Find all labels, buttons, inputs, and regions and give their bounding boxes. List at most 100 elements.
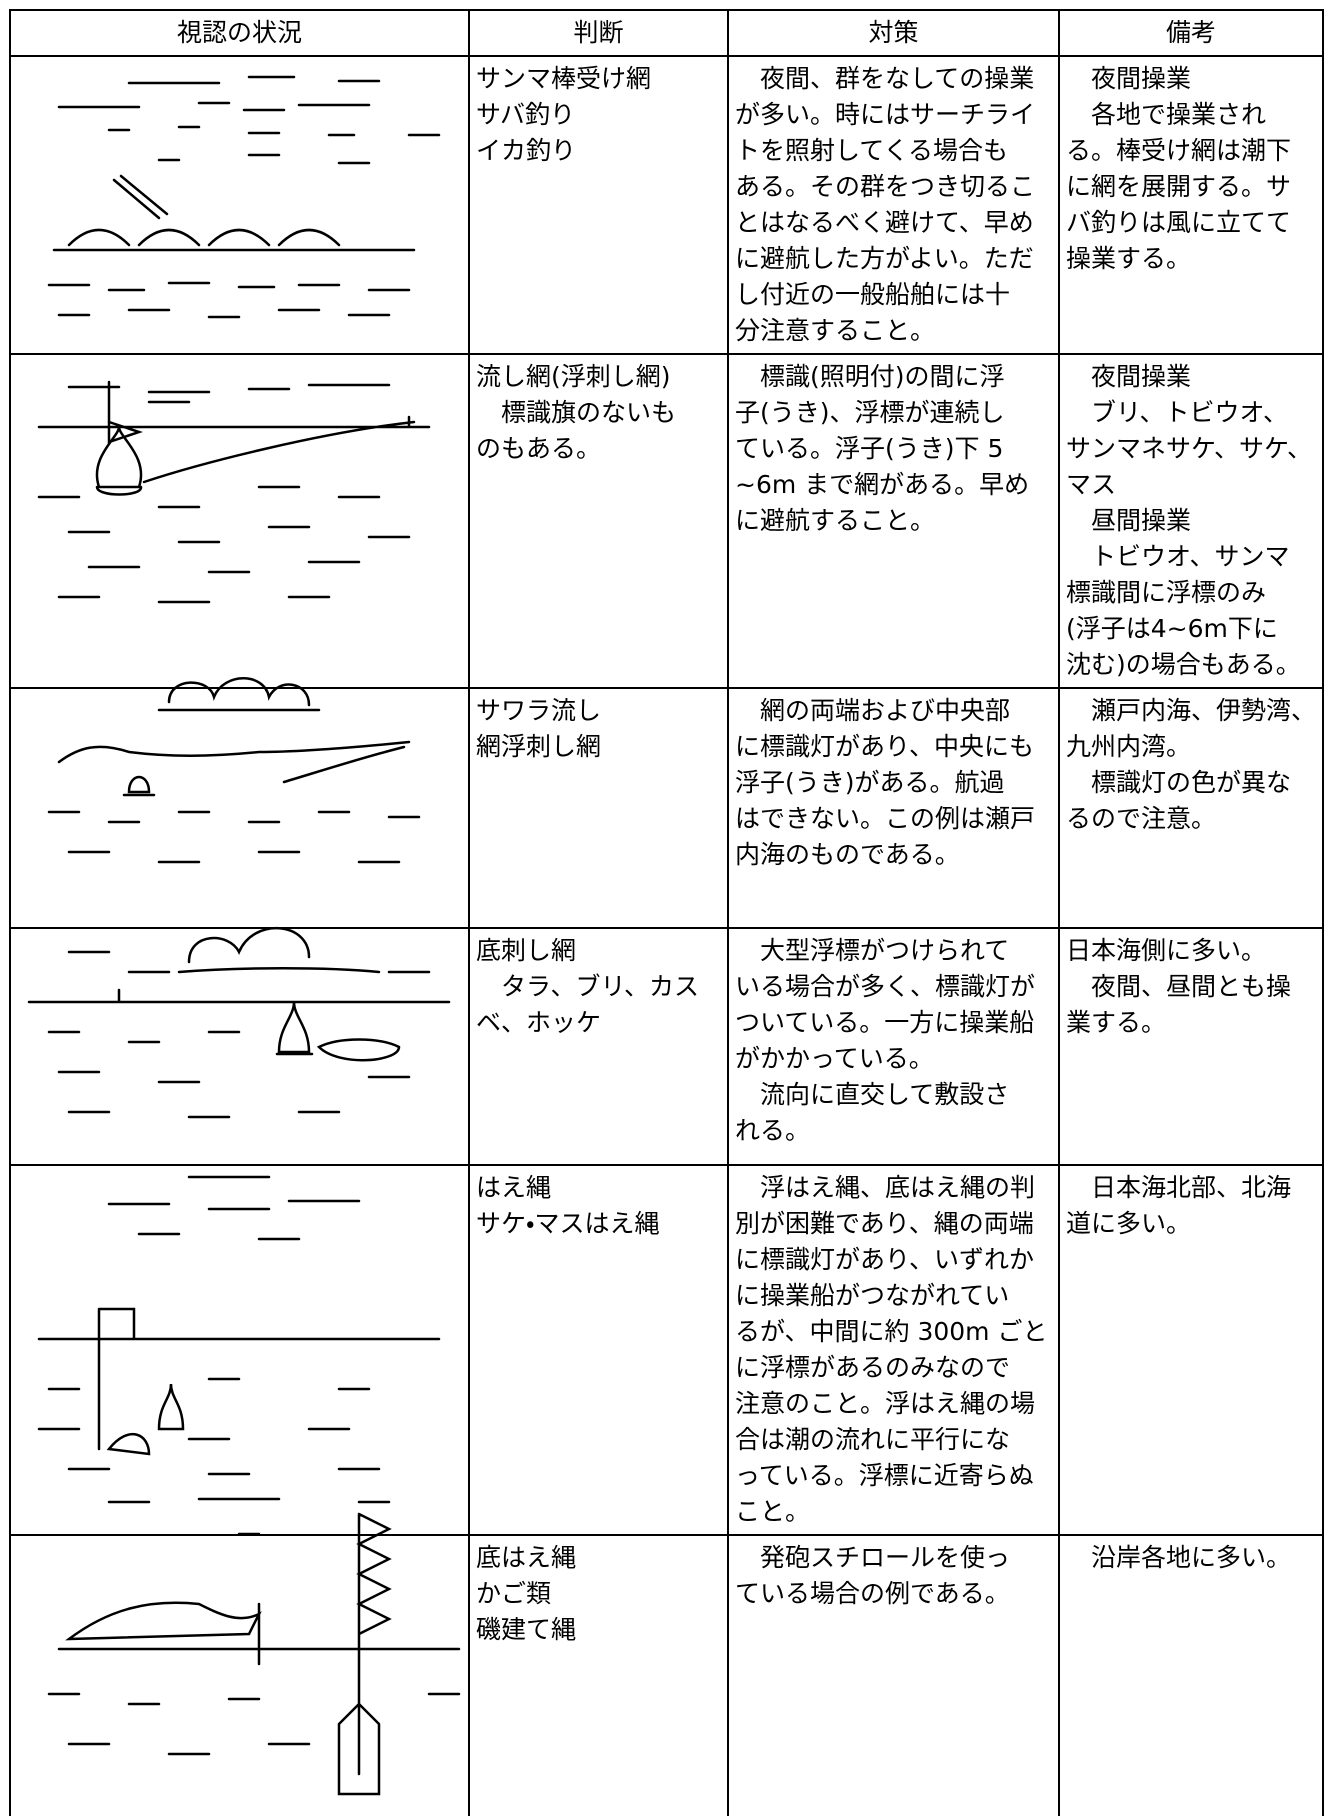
measures-cell: 発砲スチロールを使っ ている場合の例である。	[727, 1534, 1060, 1816]
measures-line: 内海のものである。	[735, 840, 960, 869]
measures-line: 子(うき)、浮標が連続し	[735, 398, 1005, 427]
measures-line: 合は潮の流れに平行にな	[735, 1425, 1011, 1454]
notes-line: る。棒受け網は潮下	[1066, 136, 1292, 165]
judgment-line: イカ釣り	[476, 136, 577, 165]
notes-cell: 沿岸各地に多い。	[1058, 1534, 1324, 1816]
measures-line: 網の両端および中央部	[735, 696, 1011, 725]
header-cell: 対策	[727, 9, 1060, 57]
sketch-cell	[9, 927, 470, 1166]
notes-line: に網を展開する。サ	[1066, 172, 1292, 201]
measures-line: 浮はえ縄、底はえ縄の判	[735, 1173, 1036, 1202]
measures-line: に操業船がつながれてい	[735, 1281, 1010, 1310]
judgment-cell: はえ縄サケ・マスはえ縄	[468, 1164, 729, 1536]
notes-line: 瀬戸内海、伊勢湾、	[1066, 696, 1317, 725]
notes-line: ブリ、トビウオ、	[1066, 398, 1289, 427]
measures-cell: 夜間、群をなしての操業 が多い。時にはサーチライ トを照射してくる場合も ある。その群…	[727, 55, 1060, 355]
notes-line: 標識灯の色が異な	[1066, 768, 1292, 797]
notes-line: るので注意。	[1066, 804, 1217, 833]
sketch-cell	[9, 55, 470, 355]
notes-line: 夜間操業	[1066, 64, 1192, 93]
measures-line: はできない。この例は瀬戸	[735, 804, 1036, 833]
notes-line: トビウオ、サンマ	[1066, 542, 1290, 571]
judgment-line: サンマ棒受け網	[476, 64, 652, 93]
judgment-cell: 底はえ縄かご類磯建て縄	[468, 1534, 729, 1816]
table-row: サワラ流し網浮刺し網 網の両端および中央部 に標識灯があり、中央にも 浮子(うき)が…	[9, 687, 1324, 929]
measures-line: 夜間、群をなしての操業	[735, 64, 1035, 93]
notes-line: 各地で操業され	[1066, 100, 1267, 129]
header-cell: 視認の状況	[9, 9, 470, 57]
measures-line: ている。浮子(うき)下 5	[735, 434, 1004, 463]
measures-line: るが、中間に約 300m ごと	[735, 1317, 1048, 1346]
measures-line: 流向に直交して敷設さ	[735, 1080, 1010, 1109]
measures-line: し付近の一般船舶には十	[735, 280, 1011, 309]
judgment-line: 標識旗のないも	[476, 398, 677, 427]
measures-line: に避航すること。	[735, 506, 936, 535]
notes-cell: 日本海側に多い。 夜間、昼間とも操 業する。	[1058, 927, 1324, 1166]
measures-line: ある。その群をつき切るこ	[735, 172, 1036, 201]
notes-line: 業する。	[1066, 1008, 1167, 1037]
notes-line: 九州内湾。	[1066, 732, 1192, 761]
notes-line: 夜間、昼間とも操	[1066, 972, 1292, 1001]
measures-line: 発砲スチロールを使っ	[735, 1543, 1011, 1572]
measures-line: 標識(照明付)の間に浮	[735, 362, 1005, 391]
measures-line: 別が困難であり、縄の両端	[735, 1209, 1034, 1238]
judgment-line: ベ、ホッケ	[476, 1008, 602, 1037]
notes-line: 沿岸各地に多い。	[1066, 1543, 1292, 1572]
judgment-line: のもある。	[476, 434, 602, 463]
notes-line: 沈む)の場合もある。	[1066, 650, 1301, 679]
measures-line: が多い。時にはサーチライ	[735, 100, 1036, 129]
judgment-cell: サワラ流し網浮刺し網	[468, 687, 729, 929]
measures-cell: 浮はえ縄、底はえ縄の判 別が困難であり、縄の両端 に標識灯があり、いずれか に操業船が…	[727, 1164, 1060, 1536]
table-row: 底はえ縄かご類磯建て縄 発砲スチロールを使っ ている場合の例である。 沿岸各地に多…	[9, 1534, 1324, 1816]
measures-line: に避航した方がよい。ただ	[735, 244, 1034, 273]
notes-line: 昼間操業	[1066, 506, 1192, 535]
judgment-line: かご類	[476, 1579, 552, 1608]
measures-line: に浮標があるのみなので	[735, 1353, 1011, 1382]
measures-line: いる場合が多く、標識灯が	[735, 972, 1036, 1001]
judgment-line: 底はえ縄	[476, 1543, 577, 1572]
sketch-cell	[9, 687, 470, 929]
header-cell: 判断	[468, 9, 729, 57]
table-row: 底刺し網 タラ、ブリ、カス ベ、ホッケ 大型浮標がつけられて いる場合が多く、標識灯…	[9, 927, 1324, 1166]
measures-line: トを照射してくる場合も	[735, 136, 1009, 165]
table-row: 流し網(浮刺し網) 標識旗のないも のもある。 標識(照明付)の間に浮 子(うき)、…	[9, 353, 1324, 689]
measures-line: がかかっている。	[735, 1044, 934, 1073]
measures-line: ついている。一方に操業船	[735, 1008, 1035, 1037]
measures-line: 浮子(うき)がある。航過	[735, 768, 1005, 797]
measures-cell: 網の両端および中央部 に標識灯があり、中央にも 浮子(うき)がある。航過はできない。…	[727, 687, 1060, 929]
measures-cell: 標識(照明付)の間に浮 子(うき)、浮標が連続し ている。浮子(うき)下 5 ~6m …	[727, 353, 1060, 689]
measures-line: ている場合の例である。	[735, 1579, 1010, 1608]
notes-line: 日本海側に多い。	[1066, 936, 1267, 965]
judgment-line: はえ縄	[476, 1173, 552, 1202]
judgment-line: サバ釣り	[476, 100, 576, 129]
measures-line: 大型浮標がつけられて	[735, 936, 1010, 965]
judgment-line: サケ・マスはえ縄	[476, 1209, 660, 1238]
measures-line: に標識灯があり、いずれか	[735, 1245, 1035, 1274]
judgment-line: 磯建て縄	[476, 1615, 577, 1644]
measures-line: ~6m まで網がある。早め	[735, 470, 1030, 499]
notes-line: 夜間操業	[1066, 362, 1192, 391]
fishing-gear-table: 視認の状況 判断 対策 備考 サンマ棒受け網 サバ釣り イカ釣り 夜間、群をなしての操業が…	[9, 9, 1324, 1816]
notes-cell: 夜間操業 ブリ、トビウオ、 サンマネサケ、サケ、 マス 昼間操業 トビウオ、サンマ標…	[1058, 353, 1324, 689]
measures-cell: 大型浮標がつけられて いる場合が多く、標識灯が ついている。一方に操業船 がかかってい…	[727, 927, 1060, 1166]
table-row: サンマ棒受け網 サバ釣りイカ釣り 夜間、群をなしての操業 が多い。時にはサーチライト…	[9, 55, 1324, 355]
notes-line: マス	[1066, 470, 1117, 499]
notes-line: バ釣りは風に立てて	[1066, 208, 1292, 237]
notes-line: 標識間に浮標のみ	[1066, 578, 1267, 607]
notes-line: (浮子は4~6m下に	[1066, 614, 1278, 643]
notes-cell: 瀬戸内海、伊勢湾、 九州内湾。 標識灯の色が異な るので注意。	[1058, 687, 1324, 929]
notes-cell: 夜間操業 各地で操業され る。棒受け網は潮下 に網を展開する。サ バ釣りは風に立てて操…	[1058, 55, 1324, 355]
judgment-line: サワラ流し	[476, 696, 602, 725]
measures-line: 注意のこと。浮はえ縄の場	[735, 1389, 1036, 1418]
measures-line: に標識灯があり、中央にも	[735, 732, 1035, 761]
judgment-cell: 流し網(浮刺し網) 標識旗のないも のもある。	[468, 353, 729, 689]
notes-line: サンマネサケ、サケ、	[1066, 434, 1313, 463]
notes-line: 操業する。	[1066, 244, 1192, 273]
notes-line: 日本海北部、北海	[1066, 1173, 1292, 1202]
sketch-cell	[9, 353, 470, 689]
notes-line: 道に多い。	[1066, 1209, 1192, 1238]
judgment-line: 網浮刺し網	[476, 732, 602, 761]
measures-line: とはなるべく避けて、早め	[735, 208, 1034, 237]
judgment-cell: サンマ棒受け網 サバ釣りイカ釣り	[468, 55, 729, 355]
